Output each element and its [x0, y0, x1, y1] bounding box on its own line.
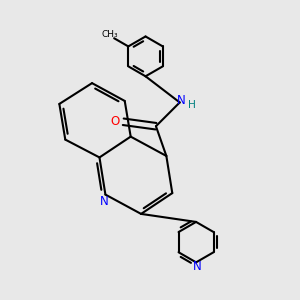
Text: N: N [193, 260, 201, 273]
Text: N: N [100, 195, 108, 208]
Text: O: O [110, 115, 120, 128]
Text: H: H [188, 100, 196, 110]
Text: N: N [177, 94, 186, 107]
Text: CH₃: CH₃ [101, 30, 118, 39]
